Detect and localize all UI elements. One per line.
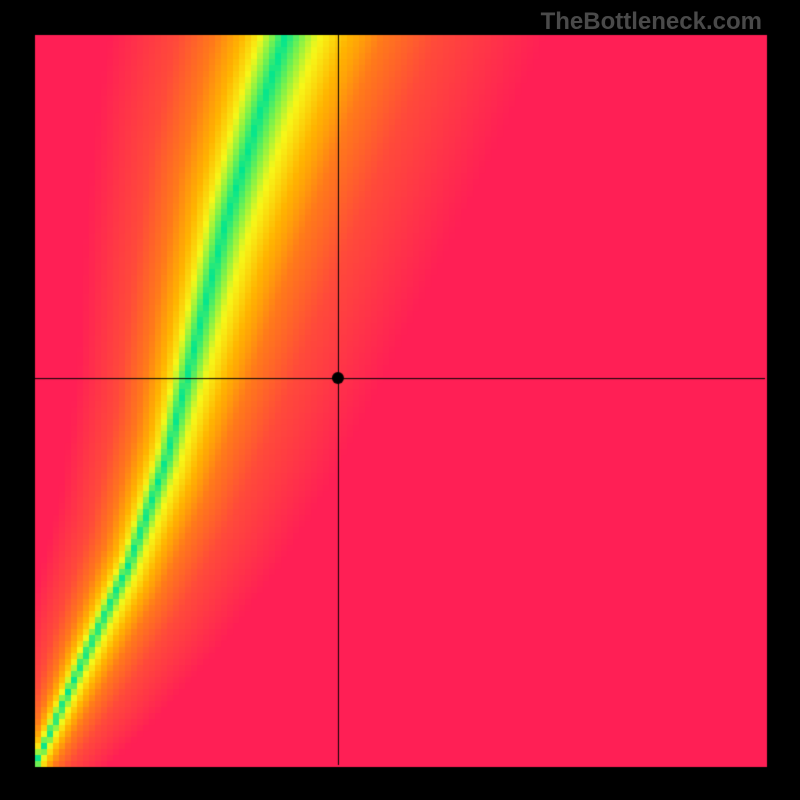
heatmap-plot	[0, 0, 800, 800]
watermark-text: TheBottleneck.com	[541, 8, 762, 36]
chart-container: TheBottleneck.com	[0, 0, 800, 800]
